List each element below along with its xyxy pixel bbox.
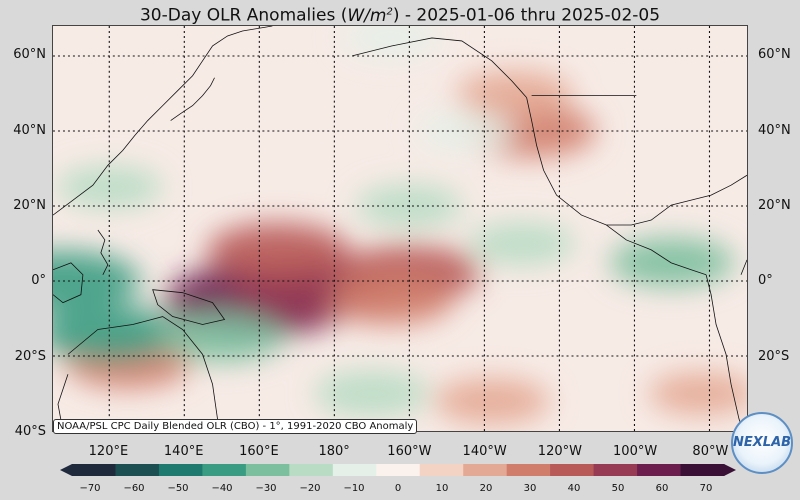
colorbar-segment xyxy=(202,464,247,476)
colorbar-tick-label: 40 xyxy=(567,483,581,494)
anomaly-region-13 xyxy=(314,370,430,417)
lon-label: 140°E xyxy=(163,444,204,459)
colorbar-segment xyxy=(680,464,725,476)
lon-label: 180° xyxy=(318,444,350,459)
anomaly-region-17 xyxy=(55,166,163,209)
anomaly-region-9 xyxy=(648,372,747,415)
borneo-coast xyxy=(53,262,84,304)
colorbar-segment xyxy=(115,464,160,476)
lat-label-left: 40°N xyxy=(13,122,46,138)
anomaly-region-15 xyxy=(468,222,576,265)
philippines-coast xyxy=(97,229,109,275)
lat-label-right: 20°S xyxy=(758,348,790,364)
lat-label-right: 60°N xyxy=(758,47,791,63)
colorbar-tick-label: −60 xyxy=(123,483,145,494)
colorbar-segment xyxy=(72,464,116,476)
colorbar-min-arrow xyxy=(60,464,72,476)
lat-label-right: 40°N xyxy=(758,122,791,138)
anomaly-region-11 xyxy=(53,305,181,362)
colorbar-tick-label: 20 xyxy=(479,483,493,494)
anomaly-region-6 xyxy=(456,70,573,117)
colorbar-tick-label: −20 xyxy=(299,483,321,494)
new-guinea-coast xyxy=(152,289,226,325)
lat-label-right: 0° xyxy=(758,273,773,289)
colorbar-segment xyxy=(376,464,421,476)
anomaly-region-4 xyxy=(328,275,453,325)
colorbar-tick-label: 60 xyxy=(655,483,669,494)
logo-text: NEXLAB xyxy=(733,435,792,450)
colorbar-segment xyxy=(593,464,638,476)
lon-label: 160°W xyxy=(387,444,432,459)
colorbar-tick-label: −40 xyxy=(211,483,233,494)
lat-label-left: 0° xyxy=(31,273,46,289)
anomaly-region-12 xyxy=(159,312,285,362)
colorbar-tick-label: 0 xyxy=(394,483,402,494)
colorbar-tick-label: −70 xyxy=(79,483,101,494)
anomaly-region-19 xyxy=(341,26,440,57)
anomaly-region-8 xyxy=(434,378,550,424)
colorbar-segment xyxy=(463,464,508,476)
colorbar-segment xyxy=(158,464,203,476)
colorbar-segment xyxy=(419,464,464,476)
lat-label-right: 20°N xyxy=(758,197,791,213)
anomaly-field xyxy=(53,26,747,424)
north-america-coast xyxy=(526,97,747,226)
anomaly-region-16 xyxy=(609,237,735,287)
lon-label: 120°E xyxy=(88,444,129,459)
title-suffix: ) - 2025-01-06 thru 2025-02-05 xyxy=(392,5,661,26)
colorbar-tick-label: −30 xyxy=(255,483,277,494)
gridlines xyxy=(53,26,747,431)
lon-label: 140°W xyxy=(462,444,507,459)
nexlab-logo: NEXLAB xyxy=(731,412,793,474)
colorbar-segment xyxy=(506,464,551,476)
anomaly-region-2 xyxy=(206,222,350,280)
colorbar-tick-label: 70 xyxy=(699,483,713,494)
alaska-coast xyxy=(352,37,527,98)
colorbar-segment xyxy=(332,464,377,476)
olr-anomaly-map xyxy=(52,25,748,432)
colorbar-tick-label: −10 xyxy=(343,483,365,494)
colorbar-tick-label: −50 xyxy=(167,483,189,494)
chart-title: 30-Day OLR Anomalies (W/m2) - 2025-01-06… xyxy=(0,0,800,26)
title-prefix: 30-Day OLR Anomalies ( xyxy=(139,5,348,26)
south-america-coast xyxy=(705,259,747,431)
colorbar-segment xyxy=(637,464,682,476)
asia-coast xyxy=(53,26,273,216)
title-unit: W/m xyxy=(347,5,387,26)
title-unit-exponent: 2 xyxy=(386,6,393,17)
lon-label: 160°E xyxy=(239,444,279,459)
japan-coast xyxy=(170,77,215,121)
coastlines xyxy=(53,26,747,431)
colorbar-tick-label: 30 xyxy=(523,483,537,494)
lon-label: 100°W xyxy=(613,444,658,459)
data-source-label: NOAA/PSL CPC Daily Blended OLR (CBO) - 1… xyxy=(53,419,418,434)
lon-label: 120°W xyxy=(537,444,582,459)
lat-label-left: 20°N xyxy=(13,197,46,213)
central-america-coast xyxy=(606,224,707,276)
colorbar xyxy=(60,464,736,476)
colorbar-segment xyxy=(245,464,290,476)
colorbar-tick-label: 50 xyxy=(611,483,625,494)
colorbar-tick-label: 10 xyxy=(435,483,449,494)
lat-label-left: 20°S xyxy=(14,348,46,364)
lat-label-left: 40°S xyxy=(14,424,46,439)
colorbar-segment xyxy=(289,464,334,476)
anomaly-region-18 xyxy=(416,111,515,151)
colorbar-max-arrow xyxy=(724,464,736,476)
colorbar-segment xyxy=(550,464,595,476)
lat-label-left: 60°N xyxy=(13,47,46,63)
lon-label: 80°W xyxy=(692,444,729,459)
